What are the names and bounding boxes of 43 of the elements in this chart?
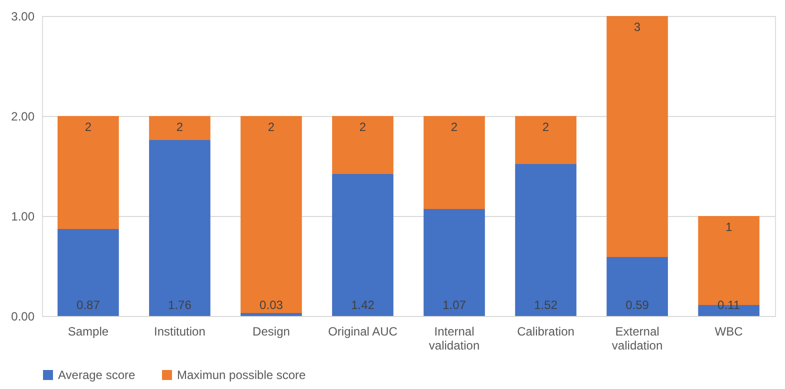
- x-tick-label: WBC: [714, 324, 744, 338]
- bar: [240, 313, 302, 316]
- x-tick-label: Design: [252, 324, 290, 338]
- data-label: 0.87: [76, 298, 100, 312]
- bar: [332, 116, 394, 174]
- x-tick-label: Institution: [154, 324, 206, 338]
- total-label: 2: [176, 120, 184, 134]
- x-tick-label: Sample: [68, 324, 109, 338]
- bar: [58, 116, 119, 229]
- total-label: 3: [634, 20, 641, 34]
- x-tick-label: Calibration: [517, 324, 574, 338]
- bar: [424, 209, 485, 316]
- total-label: 2: [359, 120, 366, 134]
- total-label: 2: [84, 120, 92, 134]
- y-tick-label: 0.00: [11, 310, 35, 324]
- data-label: 0.59: [626, 298, 650, 312]
- bar: [149, 140, 210, 316]
- data-label: 1.07: [442, 298, 466, 312]
- bar: [515, 164, 576, 316]
- x-tick-label: Internal validation: [428, 324, 480, 352]
- bar: [606, 16, 668, 257]
- total-label: 2: [268, 120, 275, 134]
- data-label: 1.42: [351, 298, 375, 312]
- bar: [332, 174, 394, 316]
- bar: [58, 229, 119, 316]
- bar: [606, 257, 668, 316]
- bar: [515, 116, 576, 164]
- y-tick-label: 3.00: [11, 10, 35, 24]
- bar: [149, 116, 210, 140]
- legend-label: Maximun possible score: [177, 368, 306, 382]
- data-label: 1.52: [534, 298, 558, 312]
- bar: [424, 116, 485, 209]
- x-tick-label: Original AUC: [328, 324, 398, 338]
- data-label: 0.03: [260, 298, 284, 312]
- total-label: 1: [725, 220, 732, 234]
- data-label: 1.76: [168, 298, 192, 312]
- x-tick-label: External validation: [612, 324, 663, 352]
- total-label: 2: [542, 120, 550, 134]
- bar: [240, 116, 302, 313]
- legend-label: Average score: [58, 368, 136, 382]
- total-label: 2: [450, 120, 458, 134]
- y-tick-label: 1.00: [11, 210, 35, 224]
- y-tick-label: 2.00: [11, 110, 35, 124]
